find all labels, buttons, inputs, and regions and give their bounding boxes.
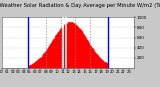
- Text: Milwaukee Weather Solar Radiation & Day Average per Minute W/m2 (Today): Milwaukee Weather Solar Radiation & Day …: [0, 3, 160, 8]
